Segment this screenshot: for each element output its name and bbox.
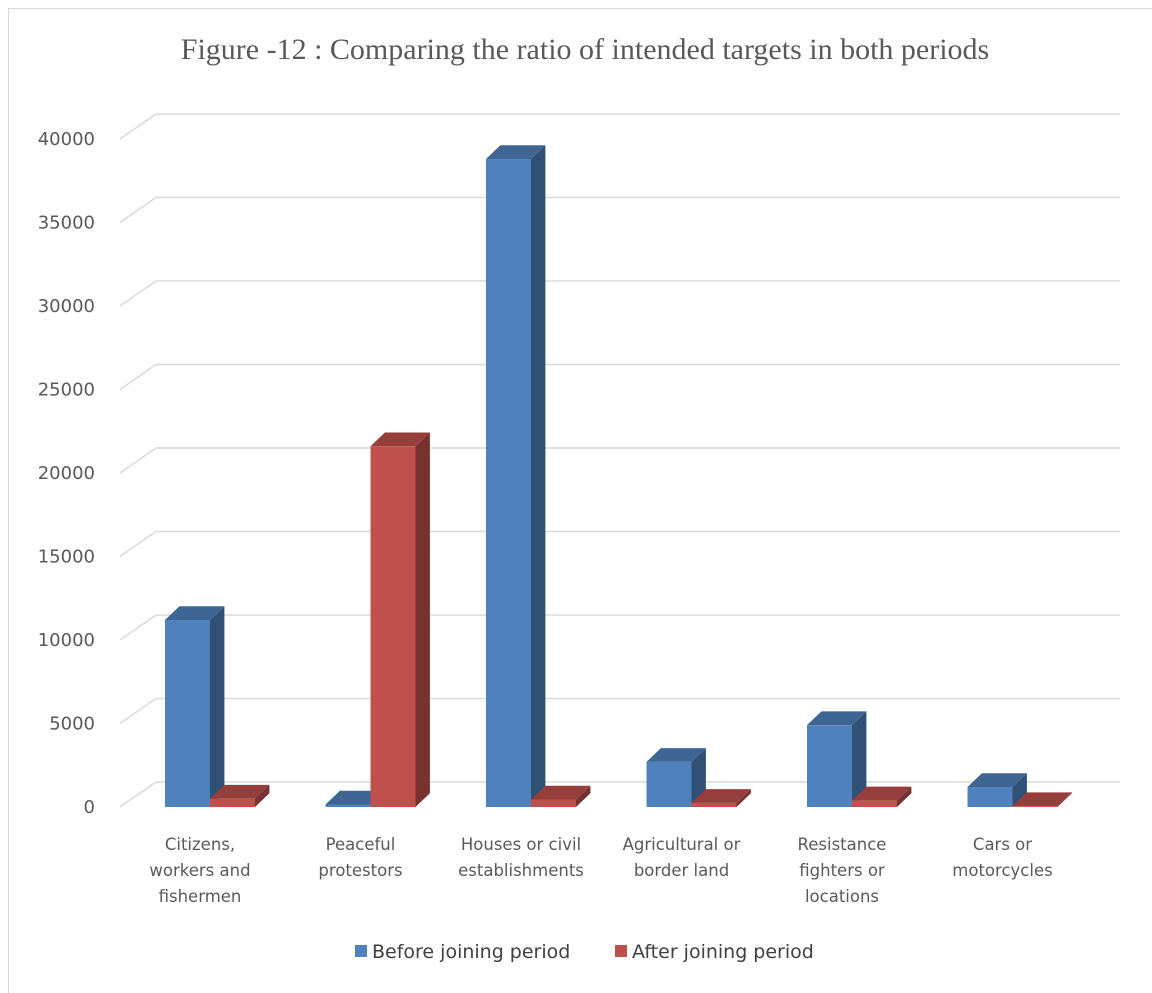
x-tick-label-line: workers and <box>149 861 250 880</box>
bar-front <box>852 800 897 807</box>
gridline-diag <box>119 447 157 474</box>
bar-top <box>210 784 270 799</box>
legend-label: After joining period <box>632 941 814 963</box>
x-tick-label-line: protestors <box>318 861 402 880</box>
bar-side <box>415 432 430 807</box>
bar-side <box>1012 773 1027 807</box>
bar-side <box>576 785 591 807</box>
bar-front <box>486 159 531 808</box>
bar-top <box>852 786 912 801</box>
chart-frame <box>8 8 1152 993</box>
x-tick-label-line: establishments <box>458 861 584 880</box>
bar-top <box>486 145 546 160</box>
x-tick-label-line: Cars or <box>973 835 1032 854</box>
gridline-diag <box>119 196 157 224</box>
bar <box>486 145 546 808</box>
x-tick-label-line: fighters or <box>799 861 885 880</box>
bar-front <box>691 802 737 807</box>
bar-side <box>736 789 751 807</box>
bar <box>646 748 706 807</box>
x-tick-label: Agricultural or border land <box>623 835 741 880</box>
legend: Before joining period After joining perio… <box>355 941 814 963</box>
y-tick-label: 5000 <box>49 714 95 735</box>
bar <box>531 785 591 807</box>
bar <box>370 432 430 807</box>
bar-front <box>967 786 1013 807</box>
bar-front <box>325 804 371 807</box>
chart-title: Figure -12 : Comparing the ratio of inte… <box>181 33 989 66</box>
bar-front <box>531 799 576 807</box>
bar <box>165 606 225 807</box>
y-tick-label: 15000 <box>38 547 95 568</box>
gridlines <box>119 113 1120 808</box>
bar-top <box>370 432 430 447</box>
x-tick-label-line: Peaceful <box>326 835 396 854</box>
x-tick-label: Houses or civil establishments <box>458 835 584 880</box>
x-tick-label-line: border land <box>634 861 729 880</box>
bar-front <box>807 725 852 807</box>
x-tick-label: Resistance fighters or locations <box>798 835 887 906</box>
x-tick-label-line: fishermen <box>159 887 242 906</box>
bar-front <box>646 761 692 807</box>
y-tick-label: 20000 <box>38 463 95 484</box>
y-tick-label: 0 <box>84 797 95 818</box>
gridline-diag <box>119 697 157 725</box>
bar-top <box>807 711 867 726</box>
bar-side <box>210 606 225 807</box>
gridline-diag <box>119 113 157 140</box>
legend-swatch <box>615 945 627 957</box>
bar-top <box>967 773 1027 787</box>
bar-side <box>897 786 912 807</box>
bar-side <box>255 784 270 807</box>
bar <box>967 773 1027 807</box>
gridline-diag <box>119 614 157 641</box>
gridline-diag <box>119 781 157 808</box>
x-tick-label-line: Resistance <box>798 835 887 854</box>
bar <box>1012 792 1072 807</box>
bar-front <box>210 798 255 807</box>
bar-front <box>1012 806 1058 807</box>
bar <box>210 784 270 807</box>
legend-swatch <box>355 945 367 957</box>
y-tick-label: 25000 <box>38 380 95 401</box>
bar-side <box>1057 792 1072 807</box>
x-tick-label: Citizens, workers and fishermen <box>149 835 250 906</box>
gridline-diag <box>119 280 157 307</box>
y-tick-label: 30000 <box>38 296 95 317</box>
x-axis: Citizens, workers and fishermen Peaceful pro… <box>149 835 1052 906</box>
y-tick-label: 35000 <box>38 213 95 234</box>
bar-top <box>531 785 591 800</box>
x-tick-label-line: locations <box>805 887 879 906</box>
bar <box>807 711 867 807</box>
bar <box>852 786 912 807</box>
gridline-diag <box>119 363 157 391</box>
bar <box>691 789 751 807</box>
bar-front <box>165 619 210 807</box>
x-tick-label-line: motorcycles <box>952 861 1052 880</box>
legend-label: Before joining period <box>372 941 570 963</box>
bar-top <box>646 748 706 762</box>
x-tick-label-line: Agricultural or <box>623 835 741 854</box>
x-tick-label-line: Citizens, <box>165 835 235 854</box>
bar-side <box>691 748 706 807</box>
bar-top <box>165 606 225 620</box>
x-tick-label: Peaceful protestors <box>318 835 402 880</box>
gridline-diag <box>119 530 157 558</box>
bar-top <box>691 789 751 803</box>
bar-top <box>1012 792 1072 807</box>
x-tick-label: Cars or motorcycles <box>952 835 1052 880</box>
y-axis: 0 5000 10000 15000 20000 25000 30000 35000 40000 <box>38 129 95 818</box>
bar-side <box>531 145 546 808</box>
y-tick-label: 10000 <box>38 630 95 651</box>
legend-item: After joining period <box>615 941 814 963</box>
bar-side <box>852 711 867 807</box>
x-tick-label-line: Houses or civil <box>461 835 581 854</box>
bar-top <box>325 790 385 805</box>
bars <box>165 145 1072 808</box>
legend-item: Before joining period <box>355 941 570 963</box>
bar-front <box>370 446 416 807</box>
y-tick-label: 40000 <box>38 129 95 150</box>
